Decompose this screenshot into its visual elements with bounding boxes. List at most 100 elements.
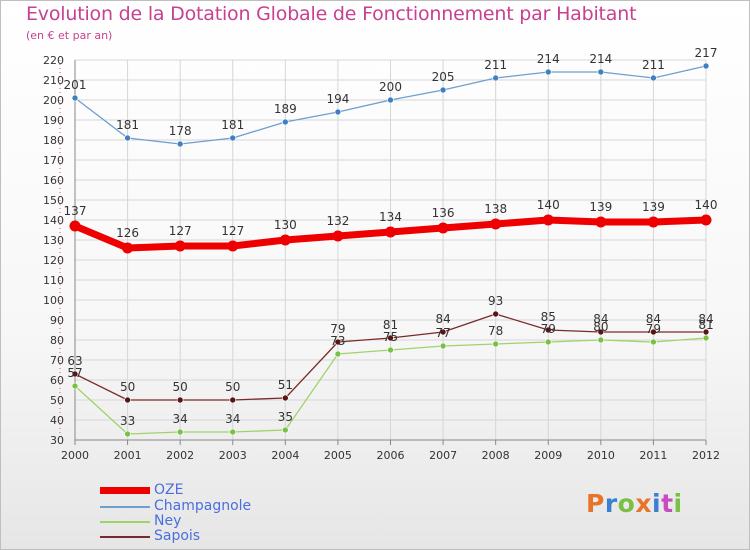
x-tick-label: 2006 [377, 449, 405, 462]
data-label-champagnole: 214 [589, 52, 612, 66]
data-point-ney [492, 340, 499, 348]
data-point-oze [490, 218, 502, 230]
y-tick-label: 60 [50, 374, 64, 387]
y-tick-label: 70 [50, 354, 64, 367]
logo-letter: i [673, 489, 683, 518]
data-label-champagnole: 201 [64, 78, 87, 92]
data-label-oze: 137 [64, 204, 87, 218]
data-point-champagnole [387, 96, 394, 104]
data-label-oze: 138 [484, 202, 507, 216]
y-tick-label: 80 [50, 334, 64, 347]
legend-label-ney: Ney [154, 513, 182, 529]
data-label-ney: 79 [646, 322, 661, 336]
data-label-ney: 75 [383, 330, 398, 344]
logo-letter: r [604, 489, 618, 518]
data-point-ney [439, 342, 447, 350]
data-point-sapois [439, 328, 447, 336]
data-label-sapois: 84 [435, 312, 450, 326]
data-label-champagnole: 178 [169, 124, 192, 138]
legend-label-oze: OZE [154, 482, 184, 498]
legend-label-champagnole: Champagnole [154, 498, 252, 514]
chart-subtitle: (en € et par an) [26, 29, 113, 42]
data-label-oze: 140 [537, 198, 560, 212]
data-point-ney [597, 336, 605, 344]
data-label-sapois: 84 [646, 312, 661, 326]
data-point-ney [387, 346, 394, 354]
data-point-sapois [597, 328, 605, 336]
data-point-oze [595, 216, 607, 228]
data-label-oze: 136 [432, 206, 455, 220]
data-label-champagnole: 214 [537, 52, 560, 66]
y-tick-label: 50 [50, 394, 64, 407]
legend-swatch-oze [100, 487, 150, 494]
chart-title: Evolution de la Dotation Globale de Fonc… [26, 3, 637, 25]
y-tick-label: 110 [43, 274, 64, 287]
data-label-ney: 35 [278, 410, 293, 424]
logo-letter: x [635, 489, 652, 518]
proxiti-logo: Proxiti [586, 489, 683, 518]
data-point-oze [332, 230, 344, 242]
legend-swatch-champagnole [100, 506, 150, 508]
data-point-sapois [229, 396, 237, 404]
data-label-oze: 130 [274, 218, 297, 232]
data-label-sapois: 50 [225, 380, 240, 394]
data-label-sapois: 50 [120, 380, 135, 394]
y-tick-label: 120 [43, 254, 64, 267]
data-label-oze: 134 [379, 210, 402, 224]
data-point-sapois [492, 310, 499, 318]
x-tick-label: 2002 [166, 449, 194, 462]
data-label-ney: 77 [435, 326, 450, 340]
data-label-oze: 140 [695, 198, 718, 212]
data-label-oze: 127 [221, 224, 244, 238]
logo-letter: o [617, 489, 636, 518]
data-point-champagnole [544, 68, 552, 76]
x-tick-label: 2001 [114, 449, 142, 462]
y-tick-label: 220 [43, 54, 64, 67]
data-point-ney [71, 382, 79, 390]
y-tick-label: 180 [43, 134, 64, 147]
data-point-oze [174, 240, 186, 252]
x-tick-label: 2012 [692, 449, 720, 462]
data-point-oze [385, 226, 396, 238]
data-label-sapois: 85 [541, 310, 556, 324]
data-point-ney [334, 350, 342, 358]
data-label-sapois: 84 [593, 312, 608, 326]
data-point-ney [702, 334, 710, 342]
data-label-champagnole: 211 [642, 58, 665, 72]
data-label-oze: 126 [116, 226, 139, 240]
data-point-ney [176, 428, 184, 436]
data-point-sapois [650, 328, 657, 336]
y-tick-label: 40 [50, 414, 64, 427]
data-point-ney [229, 428, 237, 436]
data-point-oze [647, 216, 659, 228]
y-tick-label: 190 [43, 114, 64, 127]
logo-letter: t [661, 489, 674, 518]
data-point-champagnole [176, 140, 184, 148]
y-tick-label: 30 [50, 434, 64, 447]
data-point-oze [542, 214, 554, 226]
x-tick-label: 2000 [61, 449, 89, 462]
data-label-champagnole: 200 [379, 80, 402, 94]
legend-swatch-sapois [100, 536, 150, 538]
data-point-sapois [282, 394, 289, 402]
data-point-champagnole [650, 74, 657, 82]
y-tick-label: 200 [43, 94, 64, 107]
x-tick-label: 2010 [587, 449, 615, 462]
data-label-oze: 139 [642, 200, 665, 214]
data-label-ney: 57 [67, 366, 82, 380]
data-label-oze: 139 [589, 200, 612, 214]
data-point-ney [282, 426, 289, 434]
data-label-champagnole: 211 [484, 58, 507, 72]
data-point-oze [279, 234, 291, 246]
logo-letter: P [586, 489, 605, 518]
data-label-ney: 33 [120, 414, 135, 428]
data-point-champagnole [229, 134, 237, 142]
data-point-ney [650, 338, 657, 346]
data-label-ney: 34 [225, 412, 240, 426]
data-point-champagnole [334, 108, 342, 116]
data-label-champagnole: 217 [695, 46, 718, 60]
legend-swatch-ney [100, 521, 150, 523]
data-point-champagnole [702, 62, 710, 70]
data-label-sapois: 81 [383, 318, 398, 332]
